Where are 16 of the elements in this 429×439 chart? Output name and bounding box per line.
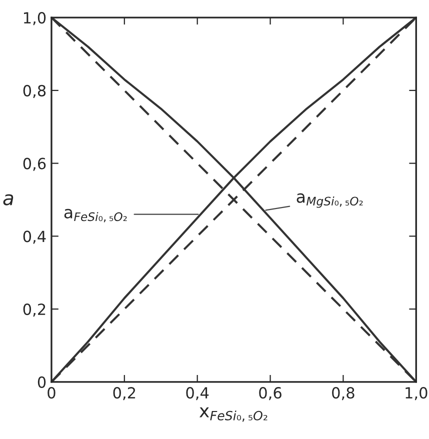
x-tick-label: 0,8 <box>332 387 354 400</box>
y-tick-label: 0 <box>38 376 46 388</box>
y-tick-label: 0,8 <box>23 84 46 98</box>
x-tick-label: 0,2 <box>113 387 136 400</box>
x-tick-label: 0,4 <box>186 387 209 400</box>
x-tick-label: 0,6 <box>259 387 282 400</box>
y-tick-label: 0,2 <box>23 304 46 317</box>
x-tick-label: 0 <box>48 387 56 399</box>
y-tick-label: 0,6 <box>23 158 46 171</box>
annotation: a$_{MgSi₀,₅O₂}$ <box>296 193 363 208</box>
y-tick-label: 0,4 <box>23 230 46 244</box>
y-tick-label: 1,0 <box>24 12 46 26</box>
x-tick-label: 1,0 <box>406 387 428 400</box>
x-axis-title: x$_{FeSi₀,₅O₂}$ <box>199 407 268 422</box>
annotation: a$_{FeSi₀,₅O₂}$ <box>64 208 127 222</box>
y-axis-title: a <box>3 194 14 206</box>
